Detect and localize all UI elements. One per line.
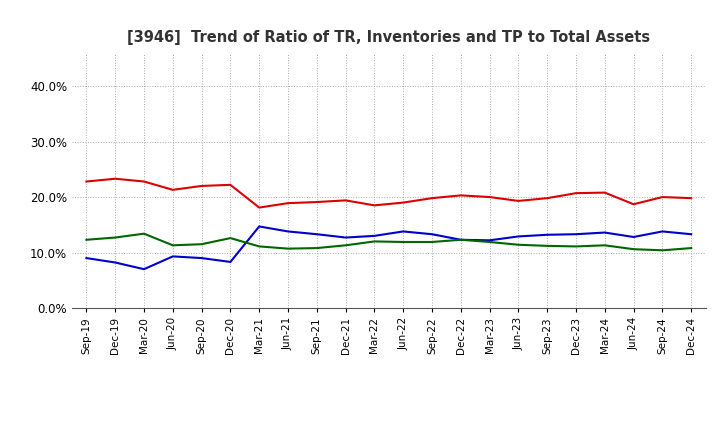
Line: Trade Payables: Trade Payables xyxy=(86,234,691,250)
Line: Inventories: Inventories xyxy=(86,227,691,269)
Trade Receivables xyxy=(82,179,91,184)
Trade Payables xyxy=(312,246,321,251)
Trade Payables xyxy=(284,246,292,251)
Trade Receivables xyxy=(284,201,292,206)
Inventories xyxy=(428,231,436,237)
Inventories xyxy=(600,230,609,235)
Trade Payables xyxy=(111,235,120,240)
Inventories xyxy=(226,259,235,264)
Trade Receivables xyxy=(341,198,350,203)
Inventories xyxy=(687,231,696,237)
Trade Payables xyxy=(341,243,350,248)
Inventories xyxy=(255,224,264,229)
Inventories xyxy=(485,238,494,243)
Trade Payables xyxy=(428,239,436,245)
Trade Receivables xyxy=(687,195,696,201)
Trade Receivables xyxy=(140,179,148,184)
Trade Receivables xyxy=(543,195,552,201)
Trade Receivables xyxy=(255,205,264,210)
Trade Receivables xyxy=(399,200,408,205)
Inventories xyxy=(456,237,465,242)
Trade Payables xyxy=(456,237,465,242)
Trade Receivables xyxy=(197,183,206,189)
Trade Payables xyxy=(600,243,609,248)
Trade Receivables xyxy=(514,198,523,204)
Trade Payables xyxy=(82,237,91,242)
Trade Payables xyxy=(197,242,206,247)
Line: Trade Receivables: Trade Receivables xyxy=(86,179,691,208)
Trade Payables xyxy=(687,246,696,251)
Trade Payables xyxy=(399,239,408,245)
Inventories xyxy=(629,235,638,240)
Trade Payables xyxy=(514,242,523,247)
Trade Payables xyxy=(572,244,580,249)
Trade Receivables xyxy=(600,190,609,195)
Inventories xyxy=(111,260,120,265)
Trade Receivables xyxy=(226,182,235,187)
Trade Receivables xyxy=(629,202,638,207)
Trade Payables xyxy=(658,248,667,253)
Trade Payables xyxy=(226,235,235,241)
Trade Receivables xyxy=(111,176,120,181)
Inventories xyxy=(284,229,292,234)
Trade Payables xyxy=(629,246,638,252)
Inventories xyxy=(543,232,552,238)
Inventories xyxy=(399,229,408,234)
Inventories xyxy=(312,231,321,237)
Title: [3946]  Trend of Ratio of TR, Inventories and TP to Total Assets: [3946] Trend of Ratio of TR, Inventories… xyxy=(127,29,650,45)
Trade Payables xyxy=(485,239,494,245)
Inventories xyxy=(341,235,350,240)
Trade Payables xyxy=(370,239,379,244)
Trade Receivables xyxy=(370,203,379,208)
Trade Receivables xyxy=(658,194,667,200)
Trade Receivables xyxy=(456,193,465,198)
Trade Payables xyxy=(255,244,264,249)
Inventories xyxy=(572,231,580,237)
Inventories xyxy=(82,256,91,261)
Trade Receivables xyxy=(312,199,321,205)
Trade Payables xyxy=(543,243,552,249)
Inventories xyxy=(370,233,379,238)
Trade Payables xyxy=(168,243,177,248)
Inventories xyxy=(197,256,206,261)
Inventories xyxy=(658,229,667,234)
Inventories xyxy=(514,234,523,239)
Inventories xyxy=(140,267,148,272)
Trade Receivables xyxy=(485,194,494,200)
Trade Receivables xyxy=(168,187,177,192)
Trade Payables xyxy=(140,231,148,236)
Trade Receivables xyxy=(428,195,436,201)
Trade Receivables xyxy=(572,191,580,196)
Inventories xyxy=(168,254,177,259)
